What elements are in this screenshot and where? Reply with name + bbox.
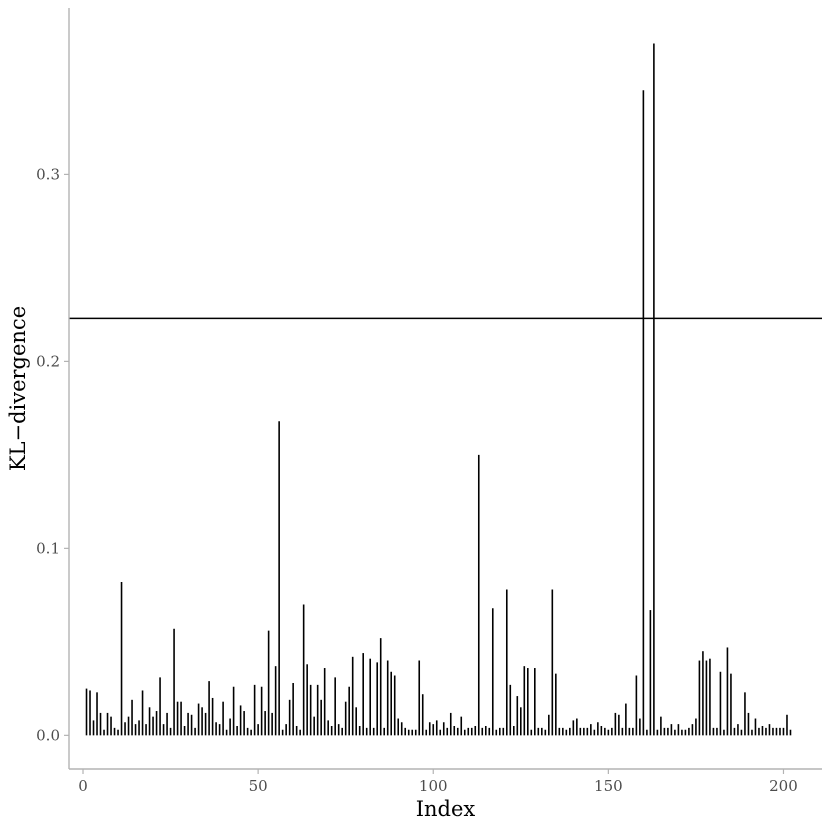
x-tick-label: 150 [594, 777, 623, 795]
y-tick-label: 0.0 [36, 726, 60, 744]
y-axis-ticks: 0.0 0.1 0.2 0.3 [36, 165, 69, 744]
x-tick-label: 100 [419, 777, 448, 795]
x-axis-title: Index [416, 797, 476, 821]
x-tick-label: 0 [78, 777, 88, 795]
y-axis-title: KL−divergence [6, 306, 30, 471]
bars [85, 43, 792, 736]
y-tick-label: 0.3 [36, 165, 60, 183]
x-tick-label: 200 [769, 777, 798, 795]
y-tick-label: 0.2 [36, 352, 60, 370]
y-tick-label: 0.1 [36, 539, 60, 557]
x-tick-label: 50 [249, 777, 268, 795]
x-axis-ticks: 0 50 100 150 200 [78, 769, 798, 795]
